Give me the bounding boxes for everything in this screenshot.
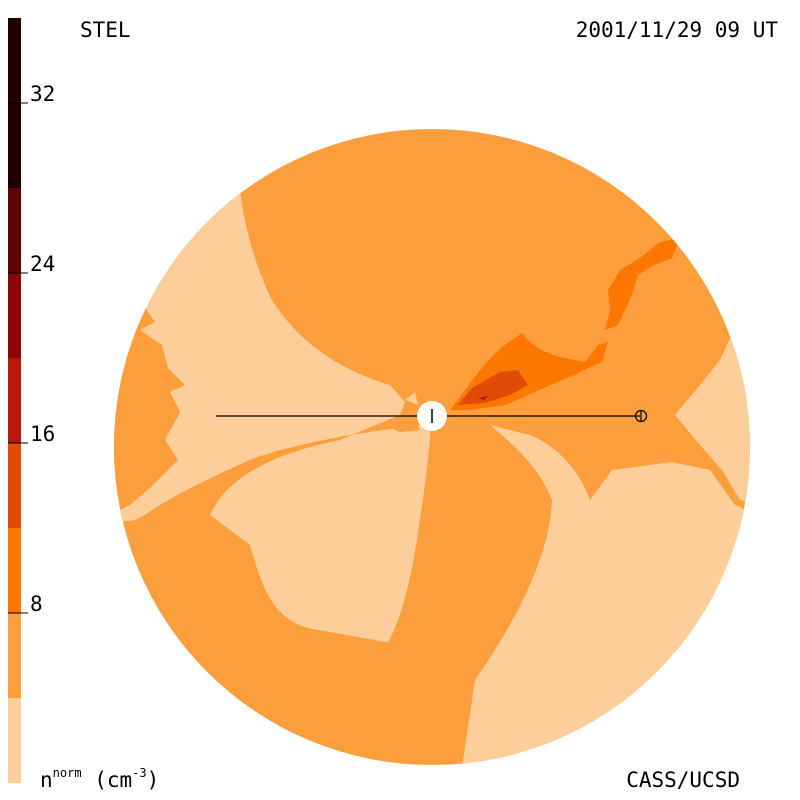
unit-label: nnorm (cm-3) [40,766,160,792]
colorbar-band-1 [8,698,21,783]
timestamp: 2001/11/29 09 UT [575,18,778,42]
colorbar-tick-label-24: 24 [30,252,55,276]
low-density-region-southwest [252,440,428,642]
colorbar-band-6 [8,273,21,358]
colorbar-band-2 [8,613,21,698]
unit-symbol: n [40,768,53,792]
credit-label: CASS/UCSD [626,768,740,792]
high-density-streamer-tail [605,238,680,330]
colorbar-tick-label-16: 16 [30,422,55,446]
inner-wisp-east [455,418,495,432]
earth-icon [634,409,648,423]
map-title: STEL [80,18,131,42]
colorbar-band-5 [8,358,21,443]
colorbar: 8 16 24 32 [8,18,55,783]
unit-superscript: norm [52,766,82,780]
inner-wisp-north [405,392,418,405]
sun-icon [417,401,447,431]
colorbar-tick-label-32: 32 [30,82,55,106]
peak-density-core [478,396,488,400]
unit-exponent: -3 [132,766,147,780]
very-high-density-core [458,370,528,405]
inner-wisp-south [390,420,420,432]
density-disc [114,129,750,765]
colorbar-band-7 [8,188,21,273]
unit-close: ) [146,768,160,792]
colorbar-tick-label-8: 8 [30,592,43,616]
colorbar-band-4 [8,443,21,528]
unit-text: (cm [94,768,133,792]
colorbar-band-3 [8,528,21,613]
